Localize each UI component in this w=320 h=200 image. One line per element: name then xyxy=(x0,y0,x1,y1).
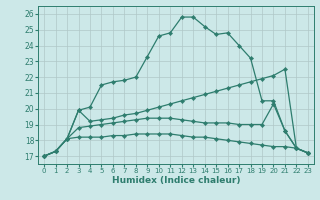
X-axis label: Humidex (Indice chaleur): Humidex (Indice chaleur) xyxy=(112,176,240,185)
